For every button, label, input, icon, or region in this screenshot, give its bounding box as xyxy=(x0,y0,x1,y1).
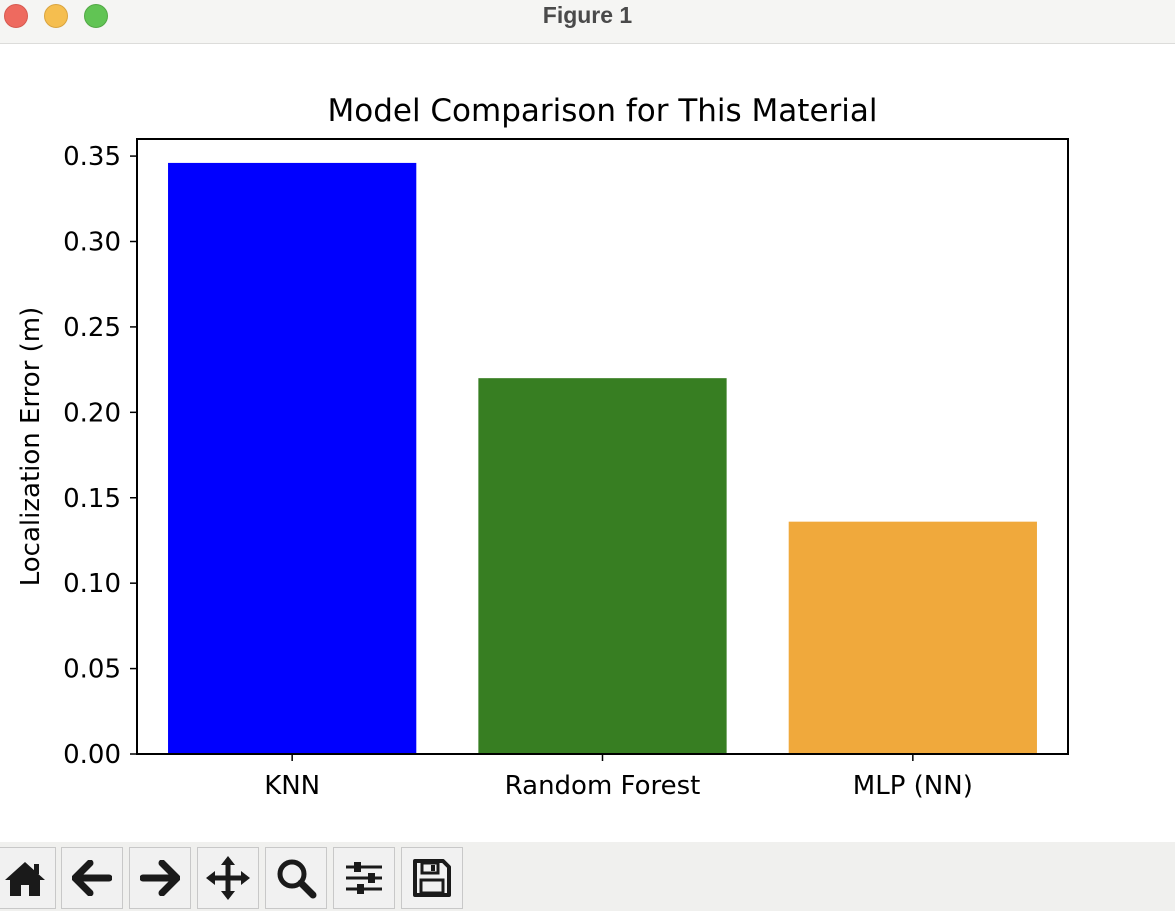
figure-canvas: Model Comparison for This Material KNN Ran… xyxy=(0,44,1175,842)
home-button[interactable] xyxy=(0,847,56,909)
y-tick-label: 0.30 xyxy=(63,228,121,258)
bar-mlp-nn xyxy=(788,521,1037,754)
home-icon xyxy=(5,862,45,896)
navigation-toolbar xyxy=(0,842,1175,911)
configure-subplots-button[interactable] xyxy=(333,847,395,909)
x-tick-label: MLP (NN) xyxy=(853,771,973,801)
y-tick-label: 0.10 xyxy=(63,569,121,599)
y-tick-label: 0.00 xyxy=(63,740,121,770)
pan-move-icon xyxy=(206,856,250,900)
window-title: Figure 1 xyxy=(542,2,633,28)
zoom-magnifier-icon xyxy=(277,859,317,899)
close-window-button[interactable] xyxy=(4,4,28,28)
bar-random-forest xyxy=(478,378,727,754)
back-button[interactable] xyxy=(61,847,123,909)
forward-button[interactable] xyxy=(129,847,191,909)
minimize-window-button[interactable] xyxy=(44,4,68,28)
y-tick-label: 0.35 xyxy=(63,142,121,172)
bar-knn xyxy=(168,162,417,755)
x-tick-label: KNN xyxy=(264,771,320,801)
plot-frame xyxy=(136,138,1069,755)
forward-arrow-icon xyxy=(140,860,180,896)
y-axis-label: Localization Error (m) xyxy=(16,307,46,587)
y-tick-label: 0.25 xyxy=(63,313,121,343)
bar-chart: Model Comparison for This Material KNN Ran… xyxy=(16,93,1069,801)
title-bar: Figure 1 xyxy=(0,0,1175,44)
y-tick-label: 0.15 xyxy=(63,484,121,514)
x-tick-label: Random Forest xyxy=(505,771,701,801)
back-arrow-icon xyxy=(72,860,112,896)
pan-button[interactable] xyxy=(197,847,259,909)
configure-subplots-icon xyxy=(346,862,382,894)
y-tick-label: 0.05 xyxy=(63,655,121,685)
chart-title: Model Comparison for This Material xyxy=(327,93,877,129)
maximize-window-button[interactable] xyxy=(84,4,108,28)
zoom-button[interactable] xyxy=(265,847,327,909)
y-tick-label: 0.20 xyxy=(63,398,121,428)
save-button[interactable] xyxy=(401,847,463,909)
save-floppy-icon xyxy=(413,859,451,897)
